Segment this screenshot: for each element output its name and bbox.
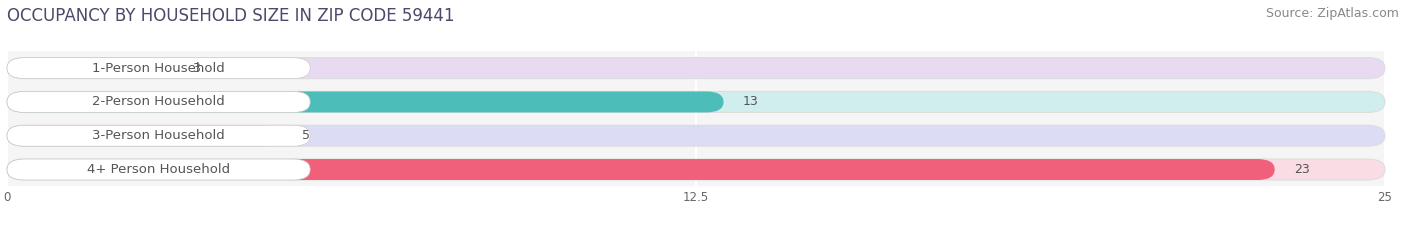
FancyBboxPatch shape xyxy=(7,92,311,112)
FancyBboxPatch shape xyxy=(7,92,1385,112)
FancyBboxPatch shape xyxy=(7,159,1275,180)
Text: 3-Person Household: 3-Person Household xyxy=(93,129,225,142)
Text: 1-Person Household: 1-Person Household xyxy=(93,62,225,75)
FancyBboxPatch shape xyxy=(7,159,311,180)
FancyBboxPatch shape xyxy=(7,125,311,146)
FancyBboxPatch shape xyxy=(7,125,1385,146)
FancyBboxPatch shape xyxy=(7,58,311,79)
FancyBboxPatch shape xyxy=(7,58,173,79)
Text: OCCUPANCY BY HOUSEHOLD SIZE IN ZIP CODE 59441: OCCUPANCY BY HOUSEHOLD SIZE IN ZIP CODE … xyxy=(7,7,454,25)
Text: 3: 3 xyxy=(191,62,200,75)
Text: Source: ZipAtlas.com: Source: ZipAtlas.com xyxy=(1265,7,1399,20)
Text: 2-Person Household: 2-Person Household xyxy=(93,96,225,108)
FancyBboxPatch shape xyxy=(7,159,1385,180)
FancyBboxPatch shape xyxy=(7,92,724,112)
Text: 13: 13 xyxy=(742,96,759,108)
FancyBboxPatch shape xyxy=(7,125,283,146)
Text: 4+ Person Household: 4+ Person Household xyxy=(87,163,231,176)
FancyBboxPatch shape xyxy=(7,58,1385,79)
Text: 23: 23 xyxy=(1294,163,1310,176)
Text: 5: 5 xyxy=(302,129,309,142)
